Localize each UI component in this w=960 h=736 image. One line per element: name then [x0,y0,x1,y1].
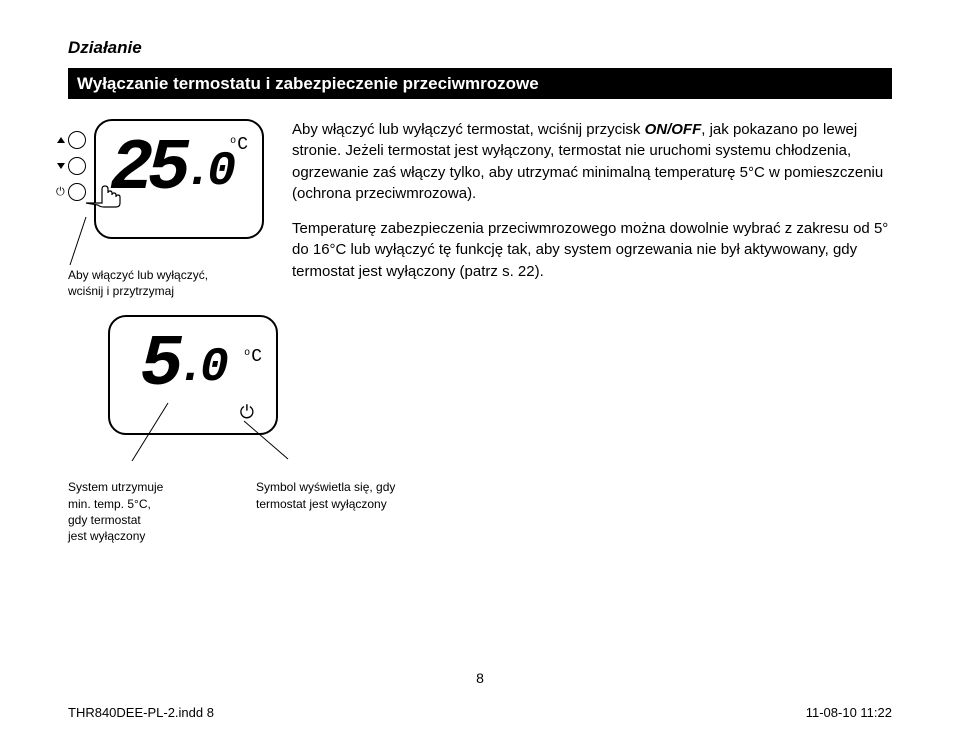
row-2: 5.0 oC ⏻ [108,315,892,435]
legend-row: System utrzymuje min. temp. 5°C, gdy ter… [68,479,892,544]
down-button [68,157,86,175]
page-title: Wyłączanie termostatu i zabezpieczenie p… [68,68,892,99]
display-block-1: ⏻ 25.0 oC Aby włączyć lub wyłączyć, [68,119,264,299]
power-icon: ⏻ [240,402,254,423]
row-1: ⏻ 25.0 oC Aby włączyć lub wyłączyć, [68,119,892,299]
lcd2-digits: 5.0 [140,329,223,401]
page-number: 8 [0,670,960,686]
digits-decimal: 0 [207,145,230,199]
footer-left: THR840DEE-PL-2.indd 8 [68,705,214,720]
lcd-digits: 25.0 [110,133,230,205]
onoff-label: ON/OFF [645,121,702,138]
paragraph-2: Temperaturę zabezpieczenia przeciwmrozow… [292,218,892,282]
lcd-display-1: 25.0 oC [94,119,264,239]
legend-col-1: System utrzymuje min. temp. 5°C, gdy ter… [68,479,228,544]
lcd2-decimal: 0 [200,341,223,395]
lcd2-unit: oC [244,347,262,367]
footer-right: 11-08-10 11:22 [806,705,892,720]
body-text: Aby włączyć lub wyłączyć termostat, wciś… [292,119,892,299]
lcd2-main: 5 [140,324,177,406]
footer: THR840DEE-PL-2.indd 8 11-08-10 11:22 [68,705,892,720]
legend-col-2: Symbol wyświetla się, gdy termostat jest… [256,479,446,544]
lcd-unit: oC [230,135,248,155]
hand-icon [84,183,124,209]
lcd-display-2: 5.0 oC ⏻ [108,315,278,435]
up-button [68,131,86,149]
section-label: Działanie [68,38,892,58]
paragraph-1: Aby włączyć lub wyłączyć termostat, wciś… [292,119,892,204]
display1-caption: Aby włączyć lub wyłączyć, wciśnij i przy… [68,267,258,299]
